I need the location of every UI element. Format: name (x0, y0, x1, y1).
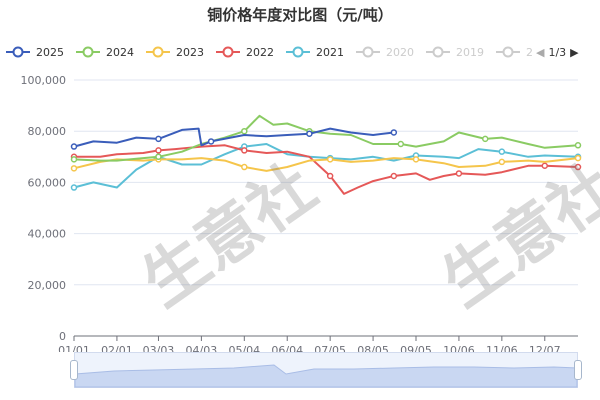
x-tick-label: 08/05 (357, 344, 389, 352)
x-tick-label: 06/04 (271, 344, 303, 352)
legend-swatch (496, 46, 520, 58)
y-tick-label: 100,000 (21, 74, 67, 87)
data-point-2025[interactable] (306, 130, 313, 138)
legend: 2025 2024 2023 2022 2021 2020 2019 2 ◀ 1/3 ▶ (0, 40, 600, 64)
data-point-2025[interactable] (155, 135, 162, 143)
legend-label: 2 (526, 45, 533, 59)
data-point-2023[interactable] (326, 156, 334, 163)
legend-label: 2024 (106, 45, 134, 59)
legend-swatch (146, 46, 170, 58)
legend-label: 2021 (316, 45, 344, 59)
data-point-2022[interactable] (455, 170, 463, 177)
x-tick-label: 09/05 (400, 344, 432, 352)
data-point-2021[interactable] (498, 148, 506, 155)
x-tick-label: 03/03 (143, 344, 175, 352)
data-point-2025[interactable] (207, 138, 215, 145)
data-point-2025[interactable] (70, 143, 78, 150)
legend-swatch (356, 46, 380, 58)
legend-swatch (286, 46, 310, 58)
data-point-2022[interactable] (155, 147, 162, 154)
y-tick-label: 40,000 (28, 228, 67, 241)
legend-item-2020[interactable]: 2020 (356, 40, 414, 64)
legend-label: 2023 (176, 45, 204, 59)
zoom-preview (74, 364, 578, 388)
legend-next-icon[interactable]: ▶ (570, 45, 579, 59)
legend-pager: ◀ 1/3 ▶ (532, 40, 583, 64)
x-tick-label: 07/05 (314, 344, 346, 352)
x-tick-label: 10/06 (443, 344, 475, 352)
data-point-2022[interactable] (574, 163, 582, 171)
y-tick-label: 20,000 (28, 279, 67, 292)
legend-swatch (216, 46, 240, 58)
data-point-2024[interactable] (241, 127, 248, 135)
data-point-2023[interactable] (412, 156, 420, 163)
legend-item-2022[interactable]: 2022 (216, 40, 274, 64)
legend-label: 2019 (456, 45, 484, 59)
legend-item-2019[interactable]: 2019 (426, 40, 484, 64)
zoom-handle-right[interactable] (574, 360, 582, 380)
x-tick-label: 01/01 (58, 344, 90, 352)
y-tick-label: 80,000 (28, 125, 67, 138)
x-tick-label: 04/03 (186, 344, 218, 352)
data-point-2024[interactable] (155, 153, 162, 161)
data-point-2024[interactable] (574, 142, 582, 149)
legend-item-2024[interactable]: 2024 (76, 40, 134, 64)
x-tick-label: 12/07 (529, 344, 561, 352)
x-tick-label: 02/01 (101, 344, 133, 352)
legend-swatch (6, 46, 30, 58)
legend-item-2021[interactable]: 2021 (286, 40, 344, 64)
data-point-2023[interactable] (574, 154, 582, 162)
data-point-2022[interactable] (541, 162, 549, 170)
x-tick-label: 11/06 (486, 344, 518, 352)
legend-item-2025[interactable]: 2025 (6, 40, 64, 64)
y-tick-label: 60,000 (28, 176, 67, 189)
legend-swatch (76, 46, 100, 58)
data-point-2024[interactable] (70, 156, 78, 163)
data-point-2024[interactable] (481, 135, 489, 143)
data-point-2023[interactable] (498, 158, 506, 166)
legend-item-2[interactable]: 2 (496, 40, 533, 64)
plot-area: 0 20,000 40,000 60,000 80,000 100,000 01/01 02/… (21, 74, 582, 352)
data-point-2022[interactable] (241, 147, 248, 154)
legend-label: 2025 (36, 45, 64, 59)
legend-prev-icon[interactable]: ◀ (536, 45, 545, 59)
data-point-2023[interactable] (241, 163, 248, 171)
legend-label: 2022 (246, 45, 274, 59)
data-point-2022[interactable] (390, 172, 398, 180)
x-tick-label: 05/04 (228, 344, 260, 352)
y-tick-label: 0 (59, 330, 66, 343)
legend-swatch (426, 46, 450, 58)
legend-label: 2020 (386, 45, 414, 59)
data-point-2021[interactable] (70, 184, 78, 191)
data-point-2025[interactable] (390, 129, 398, 136)
zoom-handle-left[interactable] (70, 360, 78, 380)
data-point-2023[interactable] (70, 165, 78, 172)
legend-item-2023[interactable]: 2023 (146, 40, 204, 64)
legend-page-indicator: 1/3 (548, 45, 567, 59)
data-zoom-slider[interactable] (70, 352, 582, 388)
data-point-2024[interactable] (397, 140, 405, 148)
data-point-2022[interactable] (326, 172, 334, 180)
chart-title: 铜价格年度对比图（元/吨） (207, 6, 393, 24)
